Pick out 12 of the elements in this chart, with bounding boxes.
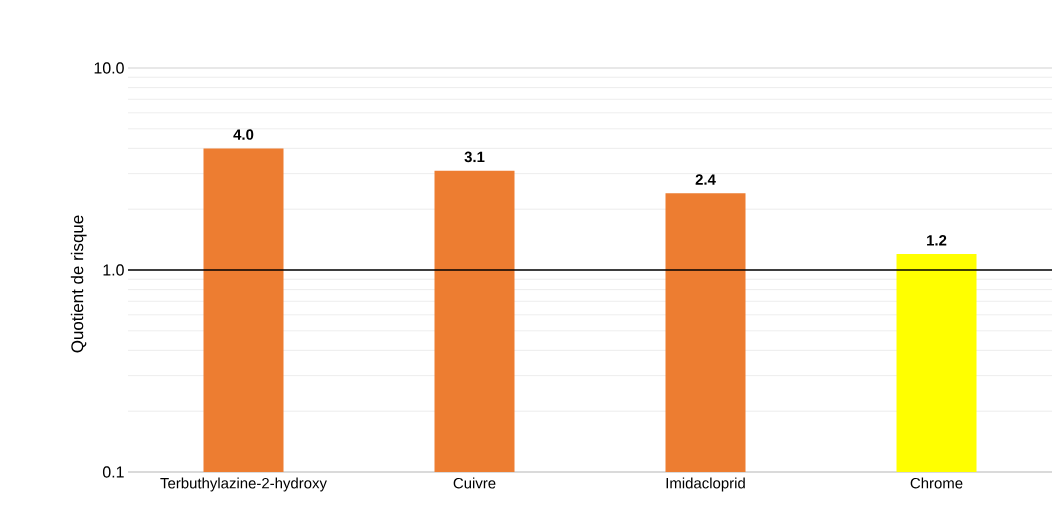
- data-label: 3.1: [464, 151, 485, 163]
- y-tick-label: 10.0: [94, 62, 124, 74]
- y-tick-label: 1.0: [103, 264, 124, 276]
- x-tick-label: Terbuthylazine-2-hydroxy: [160, 477, 327, 492]
- x-tick-label: Cuivre: [453, 477, 496, 489]
- data-label: 2.4: [695, 174, 716, 185]
- y-tick-label: 0.1: [102, 466, 124, 478]
- data-label: 4.0: [233, 129, 254, 140]
- x-tick-label: Chrome: [910, 477, 963, 489]
- data-label: 1.2: [927, 235, 947, 246]
- x-tick-label: Imidacloprid: [666, 477, 745, 492]
- y-axis-title: Quotient de risque: [70, 215, 87, 353]
